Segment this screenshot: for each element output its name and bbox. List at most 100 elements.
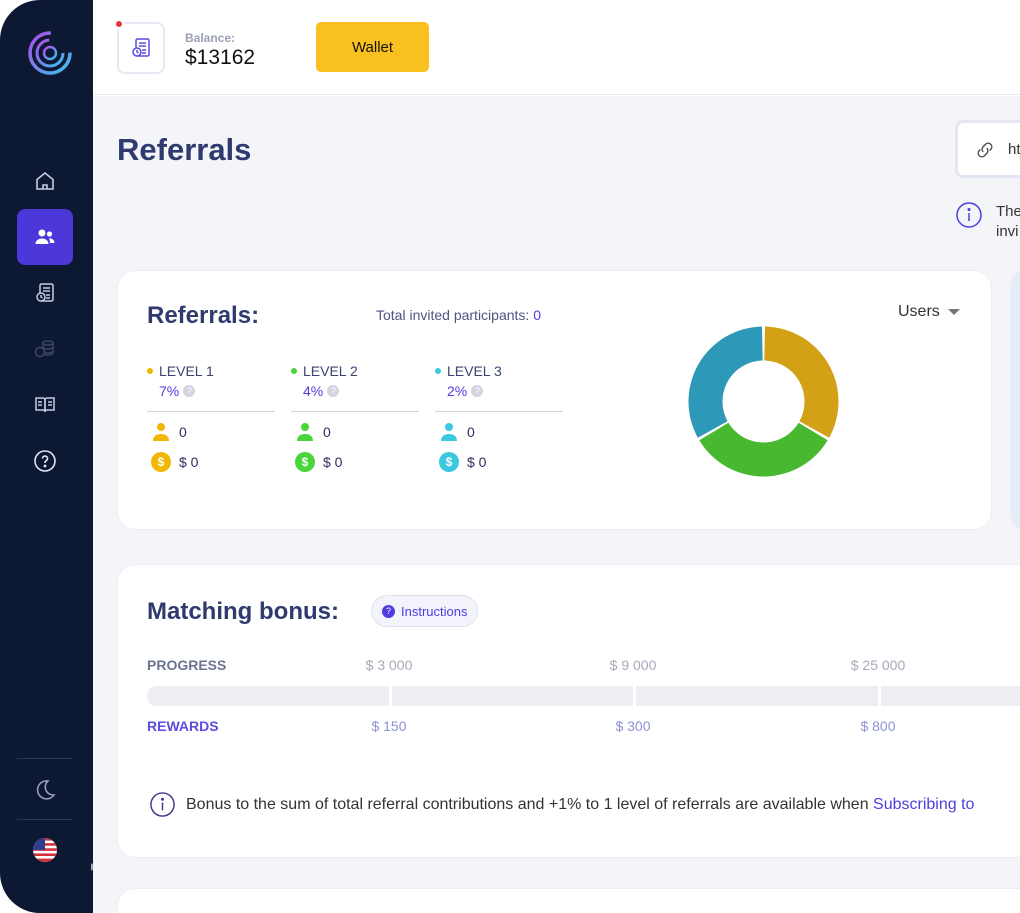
user-icon xyxy=(439,422,459,442)
sidebar-item-knowledge[interactable] xyxy=(17,377,73,433)
level-label: LEVEL 2 xyxy=(303,363,358,379)
progress-threshold: $ 9 000 xyxy=(609,657,657,673)
matching-bonus-title: Matching bonus: xyxy=(147,598,339,625)
level-divider xyxy=(291,411,419,412)
reward-value: $ 300 xyxy=(615,718,651,734)
level-3-column: LEVEL 3 2%? 0 $ $ 0 xyxy=(435,363,563,472)
referrals-title: Referrals: xyxy=(147,302,260,329)
referral-link-text: ht xyxy=(1008,141,1020,158)
home-icon xyxy=(36,171,54,190)
level-percent: 7% xyxy=(159,383,180,399)
help-icon[interactable]: ? xyxy=(327,385,340,397)
notifications-button[interactable] xyxy=(114,19,165,74)
level-users-count: 0 xyxy=(179,424,187,440)
level-percent: 2% xyxy=(447,383,468,399)
progress-separator xyxy=(878,686,881,706)
total-invited-value: 0 xyxy=(533,307,541,323)
reward-value: $ 150 xyxy=(371,718,407,734)
level-dot xyxy=(147,368,153,374)
total-invited-label: Total invited participants: xyxy=(376,307,534,323)
info-icon xyxy=(956,202,982,228)
top-bar: Balance: $13162 Wallet xyxy=(93,0,1020,95)
info-icon xyxy=(150,792,175,817)
users-dropdown-label: Users xyxy=(898,303,940,320)
level-label: LEVEL 1 xyxy=(159,363,214,379)
document-clock-icon xyxy=(132,38,150,57)
dollar-coin-icon: $ xyxy=(295,452,315,472)
progress-separator xyxy=(389,686,392,706)
level-divider xyxy=(435,411,563,412)
level-dot xyxy=(435,368,441,374)
matching-bonus-note: Bonus to the sum of total referral contr… xyxy=(149,791,974,818)
theme-toggle[interactable] xyxy=(17,762,73,818)
level-users-count: 0 xyxy=(323,424,331,440)
level-divider xyxy=(147,411,275,412)
balance-label: Balance: xyxy=(185,31,236,45)
level-money: $ 0 xyxy=(179,454,199,470)
level-money: $ 0 xyxy=(323,454,343,470)
progress-label: PROGRESS xyxy=(147,657,227,673)
notification-dot xyxy=(114,19,124,29)
user-icon xyxy=(151,422,171,442)
instructions-button[interactable]: ? Instructions xyxy=(371,595,479,627)
balance-value: $13162 xyxy=(185,46,256,69)
side-card-edge xyxy=(1010,270,1020,530)
sidebar-divider xyxy=(17,758,73,759)
donut-slice xyxy=(764,326,839,438)
main-content: Referrals ht The invi Referrals: Total in… xyxy=(93,96,1020,913)
language-selector[interactable] xyxy=(17,822,73,878)
progress-bar xyxy=(147,686,1020,706)
donut-slice xyxy=(699,422,828,477)
sidebar-item-help[interactable] xyxy=(17,433,73,489)
logo-icon[interactable] xyxy=(27,30,73,76)
progress-separator xyxy=(633,686,636,706)
link-icon xyxy=(977,142,993,158)
coins-icon xyxy=(34,340,54,358)
referral-link-hint: The invi xyxy=(955,201,1020,240)
sidebar xyxy=(0,0,114,913)
sidebar-item-referrals[interactable] xyxy=(17,209,73,265)
help-icon[interactable]: ? xyxy=(183,385,196,397)
reward-value: $ 800 xyxy=(860,718,896,734)
level-1-column: LEVEL 1 7%? 0 $ $ 0 xyxy=(147,363,275,472)
progress-threshold: $ 25 000 xyxy=(850,657,906,673)
wallet-button[interactable]: Wallet xyxy=(316,22,429,72)
level-label: LEVEL 3 xyxy=(447,363,502,379)
document-clock-icon xyxy=(36,283,54,302)
instructions-label: Instructions xyxy=(401,603,468,619)
sidebar-item-finance[interactable] xyxy=(17,321,73,377)
next-card xyxy=(117,888,1020,913)
note-text: Bonus to the sum of total referral contr… xyxy=(186,795,874,813)
level-money: $ 0 xyxy=(467,454,487,470)
sidebar-divider xyxy=(17,819,73,820)
book-icon xyxy=(35,397,55,413)
us-flag-icon xyxy=(33,838,57,862)
level-dot xyxy=(291,368,297,374)
page-title: Referrals xyxy=(117,132,252,167)
sidebar-item-home[interactable] xyxy=(17,153,73,209)
hint-line-2: invi xyxy=(996,223,1019,240)
referral-link-field[interactable]: ht xyxy=(955,120,1020,178)
dollar-coin-icon: $ xyxy=(151,452,171,472)
level-users-count: 0 xyxy=(467,424,475,440)
user-icon xyxy=(295,422,315,442)
referrals-card: Referrals: Total invited participants: 0… xyxy=(117,270,992,530)
help-icon[interactable]: ? xyxy=(471,385,484,397)
referrals-donut-chart xyxy=(688,326,839,477)
moon-icon xyxy=(36,780,56,800)
question-icon: ? xyxy=(382,604,395,618)
matching-bonus-card: Matching bonus: ? Instructions PROGRESS $… xyxy=(117,564,1020,858)
sidebar-item-reports[interactable] xyxy=(17,265,73,321)
users-icon xyxy=(35,229,55,244)
hint-line-1: The xyxy=(996,203,1020,220)
donut-slice xyxy=(688,326,763,438)
chevron-down-icon xyxy=(947,309,960,315)
help-circle-icon xyxy=(34,450,56,472)
subscribing-link[interactable]: Subscribing to xyxy=(873,795,975,813)
users-dropdown[interactable]: Users xyxy=(898,303,960,321)
dollar-coin-icon: $ xyxy=(439,452,459,472)
progress-threshold: $ 3 000 xyxy=(365,657,413,673)
total-invited: Total invited participants: 0 xyxy=(376,307,541,323)
level-2-column: LEVEL 2 4%? 0 $ $ 0 xyxy=(291,363,419,472)
rewards-label: REWARDS xyxy=(147,718,219,734)
